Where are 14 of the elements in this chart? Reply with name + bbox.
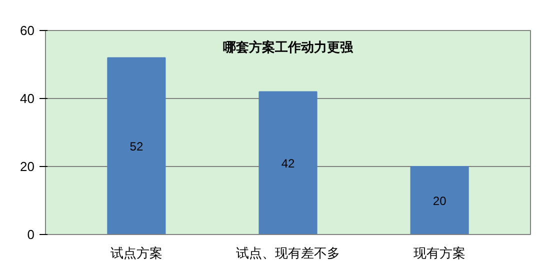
x-tick-label: 试点方案 xyxy=(110,246,162,260)
bar xyxy=(107,57,166,234)
data-label: 42 xyxy=(281,156,295,171)
x-tick-label: 试点、现有差不多 xyxy=(236,246,340,260)
bar xyxy=(410,166,469,234)
y-tick-label: 40 xyxy=(20,91,35,106)
text: 哪套方案工作动力更强 xyxy=(223,39,354,54)
y-tick-label: 60 xyxy=(20,23,35,38)
x-tick-label: 现有方案 xyxy=(414,246,466,260)
bar xyxy=(258,91,318,234)
data-label: 20 xyxy=(432,194,447,208)
y-tick-label: 20 xyxy=(20,159,35,174)
data-label: 52 xyxy=(130,140,144,154)
y-tick-label: 0 xyxy=(27,227,35,242)
